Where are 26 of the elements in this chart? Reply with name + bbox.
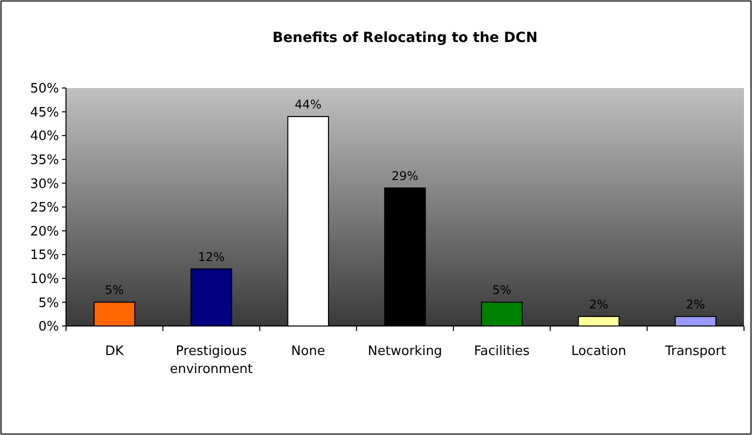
y-tick-label: 0%	[38, 320, 59, 335]
data-label: 5%	[104, 283, 124, 298]
chart-title: Benefits of Relocating to the DCN	[272, 30, 538, 46]
x-tick-label: Location	[571, 344, 626, 359]
y-tick-label: 35%	[30, 152, 59, 168]
y-tick-label: 15%	[30, 248, 59, 264]
data-label: 2%	[589, 297, 608, 312]
x-tick-label: DK	[105, 344, 124, 359]
x-tick-label: Transport	[664, 344, 726, 359]
y-tick-label: 40%	[30, 129, 59, 144]
data-label: 44%	[294, 98, 322, 112]
y-tick-label: 5%	[38, 296, 59, 311]
x-tick-label: Networking	[368, 344, 442, 359]
data-label: 12%	[198, 250, 225, 264]
data-label: 29%	[392, 168, 418, 183]
y-tick-label: 20%	[30, 224, 59, 240]
data-label: 5%	[492, 283, 512, 298]
y-tick-label: 45%	[30, 105, 59, 120]
y-tick-label: 10%	[30, 272, 59, 287]
y-tick-label: 30%	[30, 176, 59, 192]
data-label: 2%	[686, 297, 706, 312]
x-tick-label: Prestigious environment	[170, 344, 253, 377]
y-tick-label: 50%	[30, 82, 59, 97]
x-tick-label: None	[291, 344, 326, 359]
x-tick-label: Facilities	[474, 344, 530, 359]
y-tick-label: 25%	[30, 200, 59, 216]
